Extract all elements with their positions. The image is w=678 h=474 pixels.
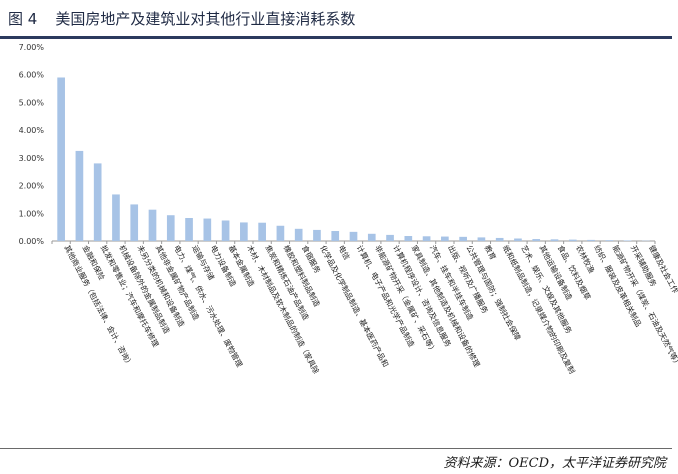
y-tick-label: 2.00% xyxy=(19,182,45,191)
bar xyxy=(185,217,193,241)
bar xyxy=(587,239,595,241)
bar xyxy=(221,220,230,241)
bar xyxy=(75,150,84,241)
bar xyxy=(331,231,340,241)
bar xyxy=(532,239,541,241)
bar xyxy=(112,194,120,241)
bar xyxy=(605,240,614,241)
bar xyxy=(386,234,394,241)
category-label: 教育 xyxy=(483,243,499,261)
bar xyxy=(422,236,431,241)
y-tick-label: 0.00% xyxy=(19,237,45,246)
figure-number: 图 4 xyxy=(8,10,38,28)
bar xyxy=(550,239,559,241)
bar xyxy=(459,236,467,241)
bar xyxy=(495,237,504,241)
y-tick-label: 3.00% xyxy=(19,154,45,163)
bar xyxy=(568,239,577,241)
category-label: 健康及社会工作 xyxy=(647,243,678,295)
bar xyxy=(166,215,175,241)
bar xyxy=(93,163,102,241)
category-label: 化学品及化学制品制造、基本医药产品和 xyxy=(318,243,391,368)
bar xyxy=(258,222,266,241)
bar xyxy=(240,222,248,241)
figure-header: 图 4 美国房地产及建筑业对其他行业直接消耗系数 xyxy=(0,0,678,34)
bar xyxy=(441,236,449,241)
y-tick-label: 1.00% xyxy=(19,209,45,218)
bar xyxy=(294,228,303,241)
bar xyxy=(477,237,486,241)
footer-rule xyxy=(0,448,672,449)
bar xyxy=(130,204,139,241)
figure-title: 图 4 美国房地产及建筑业对其他行业直接消耗系数 xyxy=(8,8,355,29)
bar-chart: 0.00% 1.00% 2.00% 3.00% 4.00% 5.00% 6.00% 7.00%… xyxy=(19,43,678,376)
bar xyxy=(514,238,522,241)
category-label: 电信 xyxy=(336,243,352,261)
figure-title-text: 美国房地产及建筑业对其他行业直接消耗系数 xyxy=(55,10,356,28)
y-tick-label: 7.00% xyxy=(19,43,45,52)
bar xyxy=(276,225,285,241)
bar xyxy=(623,240,632,241)
bar xyxy=(57,77,65,241)
bar xyxy=(349,231,358,241)
source-note: 资料来源：OECD，太平洋证券研究院 xyxy=(443,456,666,471)
bar xyxy=(148,209,157,241)
bar xyxy=(313,229,321,241)
y-tick-label: 6.00% xyxy=(19,71,45,80)
bar xyxy=(367,233,376,241)
y-tick-label: 5.00% xyxy=(19,98,45,107)
title-rule xyxy=(0,36,672,39)
y-tick-label: 4.00% xyxy=(19,126,45,135)
bar xyxy=(203,218,212,241)
bar xyxy=(404,236,413,241)
